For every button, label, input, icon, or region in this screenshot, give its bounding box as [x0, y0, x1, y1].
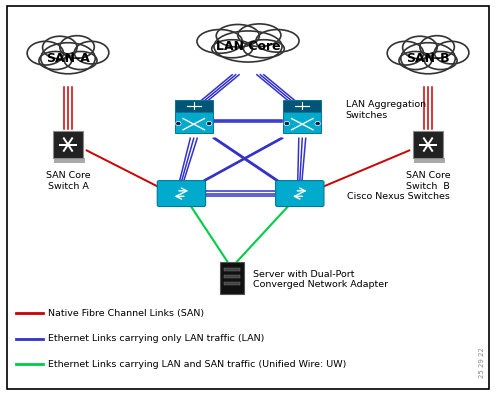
Circle shape [206, 121, 212, 126]
FancyBboxPatch shape [53, 131, 83, 158]
FancyBboxPatch shape [224, 282, 240, 285]
Text: Ethernet Links carrying only LAN traffic (LAN): Ethernet Links carrying only LAN traffic… [48, 334, 265, 343]
Ellipse shape [238, 24, 281, 47]
Ellipse shape [39, 51, 71, 70]
Ellipse shape [64, 51, 97, 70]
Text: Server with Dual-Port
Converged Network Adapter: Server with Dual-Port Converged Network … [253, 270, 388, 289]
FancyBboxPatch shape [414, 158, 445, 163]
Text: Cisco Nexus Switches: Cisco Nexus Switches [347, 192, 449, 201]
Ellipse shape [434, 41, 469, 64]
FancyBboxPatch shape [224, 275, 240, 278]
Text: LAN Aggregation
Switches: LAN Aggregation Switches [346, 100, 426, 120]
FancyBboxPatch shape [283, 100, 321, 112]
Ellipse shape [214, 31, 282, 62]
Text: LAN Core: LAN Core [216, 40, 280, 53]
Text: SAN Core
Switch A: SAN Core Switch A [46, 171, 90, 191]
Ellipse shape [216, 24, 259, 47]
Circle shape [176, 121, 181, 126]
FancyBboxPatch shape [224, 269, 240, 271]
Ellipse shape [425, 51, 457, 70]
FancyBboxPatch shape [175, 112, 213, 133]
Text: 25 29 22: 25 29 22 [479, 347, 485, 378]
FancyBboxPatch shape [220, 262, 244, 293]
Circle shape [284, 121, 290, 126]
FancyBboxPatch shape [413, 131, 443, 158]
Circle shape [315, 121, 320, 126]
FancyBboxPatch shape [283, 112, 321, 133]
Text: Native Fibre Channel Links (SAN): Native Fibre Channel Links (SAN) [48, 309, 204, 318]
Text: SAN Core
Switch  B: SAN Core Switch B [406, 171, 450, 191]
Ellipse shape [27, 41, 63, 65]
Ellipse shape [403, 36, 437, 59]
Text: SAN-B: SAN-B [406, 52, 450, 65]
Ellipse shape [60, 36, 94, 58]
Ellipse shape [74, 41, 109, 64]
Text: SAN-A: SAN-A [46, 52, 90, 65]
Ellipse shape [401, 43, 455, 74]
Ellipse shape [256, 30, 299, 52]
Ellipse shape [244, 40, 284, 58]
Ellipse shape [420, 36, 454, 58]
Ellipse shape [399, 51, 432, 70]
Ellipse shape [197, 30, 243, 53]
Ellipse shape [43, 36, 77, 59]
Ellipse shape [387, 41, 424, 65]
Ellipse shape [212, 40, 252, 58]
FancyBboxPatch shape [276, 181, 324, 207]
Text: Ethernet Links carrying LAN and SAN traffic (Unified Wire: UW): Ethernet Links carrying LAN and SAN traf… [48, 360, 347, 369]
FancyBboxPatch shape [54, 158, 85, 163]
FancyBboxPatch shape [157, 181, 205, 207]
FancyBboxPatch shape [175, 100, 213, 112]
Ellipse shape [41, 43, 95, 74]
